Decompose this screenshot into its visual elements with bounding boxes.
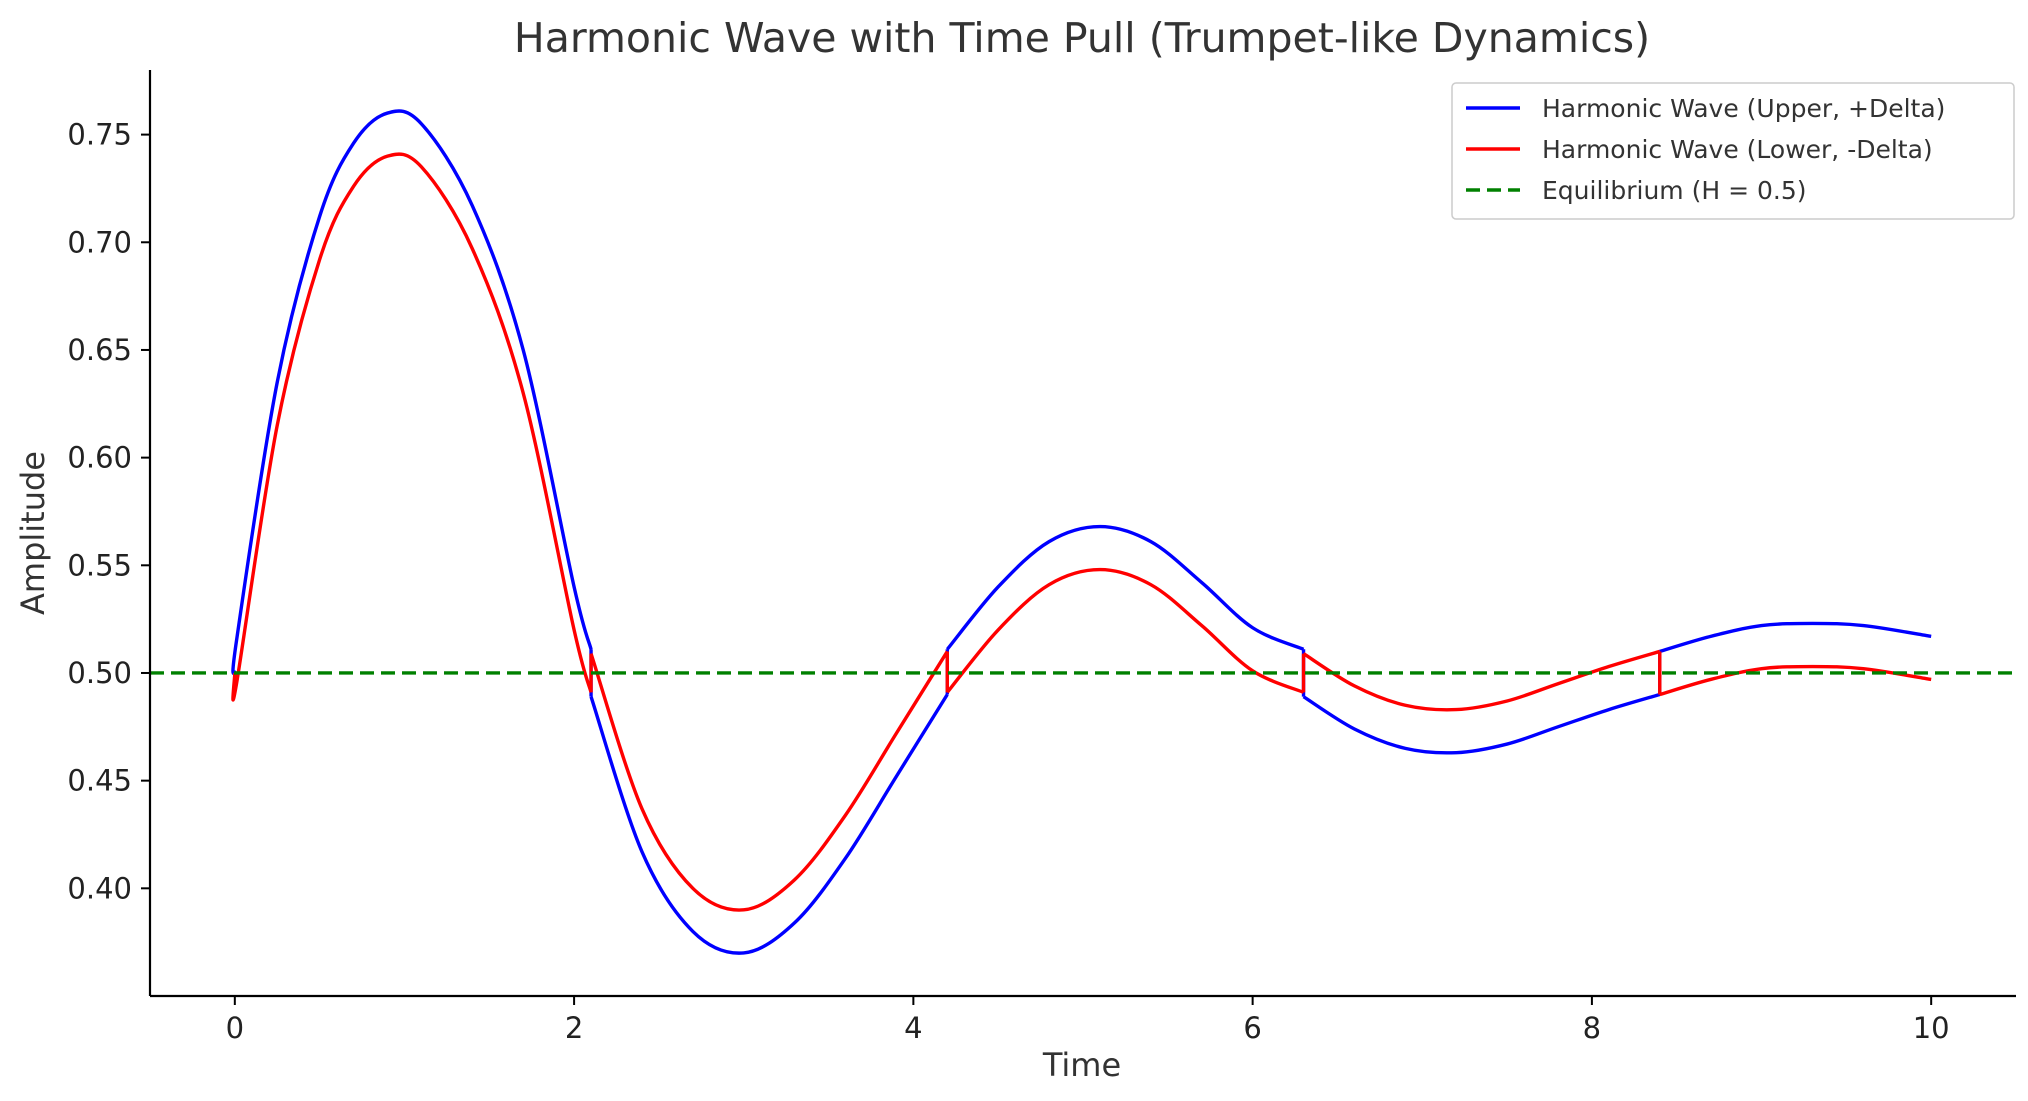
legend-box xyxy=(1451,82,2015,220)
y-tick-label: 0.40 xyxy=(67,871,132,905)
y-tick-label: 0.45 xyxy=(67,764,132,798)
series-layer xyxy=(150,109,2016,955)
y-tick-label: 0.65 xyxy=(67,333,132,367)
x-tick-label: 2 xyxy=(565,1011,583,1045)
x-tick-label: 8 xyxy=(1583,1011,1601,1045)
y-tick-label: 0.55 xyxy=(67,548,132,582)
x-tick-label: 6 xyxy=(1243,1011,1261,1045)
legend-label-2: Harmonic Wave (Lower, -Delta) xyxy=(1542,135,1933,164)
y-tick-label: 0.60 xyxy=(67,441,132,475)
legend: Harmonic Wave (Upper, +Delta) Harmonic Wa… xyxy=(1451,82,2015,220)
plot-area: 0 2 4 6 8 10 0.40 0.45 0.50 0.55 0.60 0.65 0.70 0.75 xyxy=(67,70,2016,1045)
y-tick-label: 0.75 xyxy=(67,118,132,152)
y-axis-ticks: 0.40 0.45 0.50 0.55 0.60 0.65 0.70 0.75 xyxy=(67,118,150,905)
x-tick-label: 0 xyxy=(226,1011,244,1045)
chart-title: Harmonic Wave with Time Pull (Trumpet-li… xyxy=(514,14,1650,62)
legend-label-1: Harmonic Wave (Upper, +Delta) xyxy=(1542,94,1945,123)
y-tick-label: 0.50 xyxy=(67,656,132,690)
legend-label-3: Equilibrium (H = 0.5) xyxy=(1542,176,1807,205)
y-axis-label: Amplitude xyxy=(14,451,52,615)
y-tick-label: 0.70 xyxy=(67,225,132,259)
x-tick-label: 4 xyxy=(904,1011,922,1045)
x-tick-label: 10 xyxy=(1913,1011,1950,1045)
x-axis-ticks: 0 2 4 6 8 10 xyxy=(226,996,1950,1045)
legend-items: Harmonic Wave (Upper, +Delta) Harmonic Wa… xyxy=(1466,94,1945,205)
x-axis-label: Time xyxy=(1042,1046,1121,1084)
